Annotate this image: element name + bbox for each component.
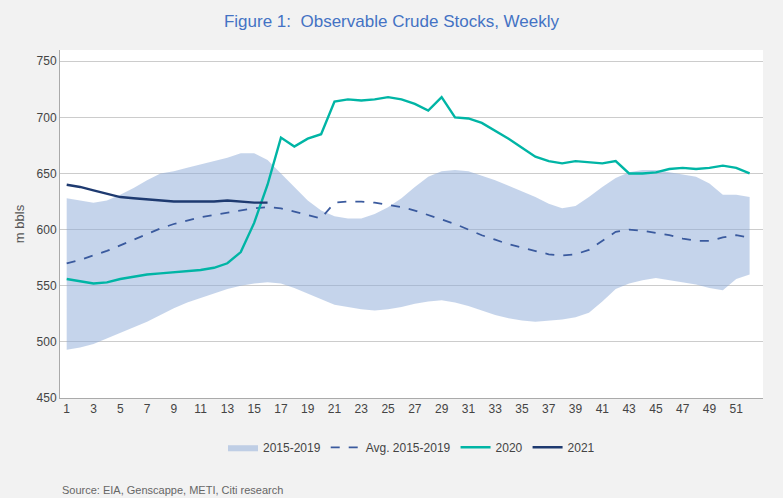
svg-text:500: 500 bbox=[37, 335, 57, 349]
svg-text:750: 750 bbox=[37, 54, 57, 68]
svg-text:33: 33 bbox=[489, 402, 503, 416]
svg-text:2015-2019: 2015-2019 bbox=[263, 441, 321, 455]
svg-text:600: 600 bbox=[37, 223, 57, 237]
svg-text:43: 43 bbox=[622, 402, 636, 416]
svg-text:19: 19 bbox=[301, 402, 315, 416]
svg-text:29: 29 bbox=[435, 402, 449, 416]
svg-text:25: 25 bbox=[381, 402, 395, 416]
svg-text:9: 9 bbox=[170, 402, 177, 416]
svg-text:31: 31 bbox=[462, 402, 476, 416]
svg-text:37: 37 bbox=[542, 402, 556, 416]
svg-text:2021: 2021 bbox=[568, 441, 595, 455]
svg-text:39: 39 bbox=[569, 402, 583, 416]
svg-text:m bbls: m bbls bbox=[12, 204, 27, 243]
svg-text:51: 51 bbox=[730, 402, 744, 416]
svg-text:35: 35 bbox=[515, 402, 529, 416]
svg-text:27: 27 bbox=[408, 402, 422, 416]
svg-text:Source: EIA, Genscappe, METI,: Source: EIA, Genscappe, METI, Citi resea… bbox=[62, 484, 283, 496]
svg-text:7: 7 bbox=[144, 402, 151, 416]
svg-text:700: 700 bbox=[37, 111, 57, 125]
svg-text:11: 11 bbox=[194, 402, 207, 416]
svg-text:23: 23 bbox=[355, 402, 369, 416]
svg-text:5: 5 bbox=[117, 402, 124, 416]
svg-text:49: 49 bbox=[703, 402, 717, 416]
svg-text:45: 45 bbox=[649, 402, 663, 416]
svg-text:41: 41 bbox=[596, 402, 610, 416]
svg-text:21: 21 bbox=[328, 402, 342, 416]
svg-text:550: 550 bbox=[37, 279, 57, 293]
svg-text:17: 17 bbox=[274, 402, 288, 416]
svg-text:47: 47 bbox=[676, 402, 690, 416]
svg-text:1: 1 bbox=[63, 402, 70, 416]
svg-text:Avg. 2015-2019: Avg. 2015-2019 bbox=[366, 441, 451, 455]
svg-text:Figure 1: Observable Crude St: Figure 1: Observable Crude Stocks, Weekl… bbox=[224, 12, 560, 31]
svg-text:450: 450 bbox=[37, 391, 57, 405]
svg-text:2020: 2020 bbox=[496, 441, 523, 455]
svg-text:3: 3 bbox=[90, 402, 97, 416]
svg-text:13: 13 bbox=[221, 402, 235, 416]
svg-text:650: 650 bbox=[37, 167, 57, 181]
svg-text:15: 15 bbox=[247, 402, 261, 416]
